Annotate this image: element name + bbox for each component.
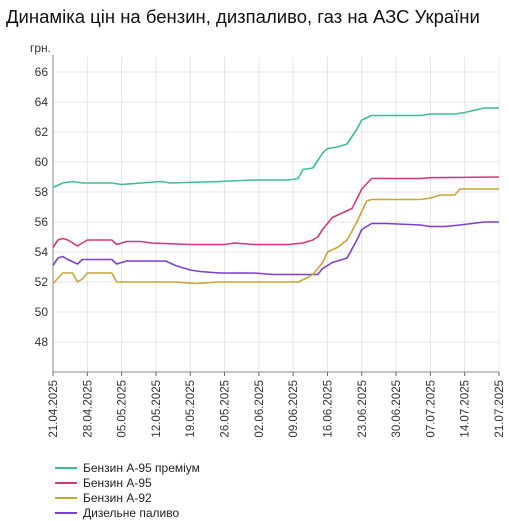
series-line-a95-premium — [52, 107, 499, 189]
x-tick-label: 21.04.2025 — [48, 380, 60, 438]
y-tick-label: 52 — [35, 275, 49, 289]
legend-swatch — [55, 466, 77, 469]
legend-swatch — [55, 481, 77, 484]
y-tick-label: 66 — [35, 65, 49, 79]
y-tick-label: 56 — [35, 215, 49, 229]
y-tick-label: 48 — [35, 335, 49, 349]
legend-item: Дизельне паливо — [55, 505, 200, 520]
x-tick-label: 16.06.2025 — [322, 380, 334, 438]
x-tick-label: 19.05.2025 — [185, 380, 197, 438]
y-tick-label: 62 — [35, 125, 49, 139]
y-axis-unit-label: грн. — [30, 41, 52, 55]
x-tick-label: 14.07.2025 — [460, 380, 472, 438]
chart-title: Динаміка цін на бензин, дизпаливо, газ н… — [6, 6, 480, 27]
x-tick-label: 30.06.2025 — [391, 380, 403, 438]
line-chart: 48 50 52 54 56 58 60 62 64 66 21.04.2025 28.04.2025… — [35, 55, 506, 438]
y-tick-label: 60 — [35, 155, 49, 169]
x-tick-label: 05.05.2025 — [117, 380, 129, 438]
legend-item: Бензин А-95 преміум — [55, 460, 200, 475]
legend-label: Дизельне паливо — [83, 505, 180, 520]
legend-label: Бензин А-95 преміум — [83, 460, 200, 475]
legend-label: Бензин А-92 — [83, 490, 152, 505]
chart-legend: Бензин А-95 преміум Бензин А-95 Бензин А-9… — [55, 460, 200, 520]
y-tick-label: 54 — [35, 245, 49, 259]
x-tick-label: 26.05.2025 — [220, 380, 232, 438]
x-tick-label: 21.07.2025 — [494, 380, 506, 438]
x-tick-label: 09.06.2025 — [288, 380, 300, 438]
x-tick-label: 07.07.2025 — [425, 380, 437, 438]
series-line-diesel — [52, 221, 499, 276]
legend-swatch — [55, 496, 77, 499]
x-tick-label: 12.05.2025 — [151, 380, 163, 438]
y-tick-label: 58 — [35, 185, 49, 199]
x-tick-label: 23.06.2025 — [357, 380, 369, 438]
y-tick-label: 50 — [35, 305, 49, 319]
y-tick-label: 64 — [35, 95, 49, 109]
x-tick-label: 28.04.2025 — [82, 380, 94, 438]
x-tick-label: 02.06.2025 — [254, 380, 266, 438]
series-line-a92 — [52, 188, 499, 285]
series-line-a95 — [52, 176, 500, 248]
legend-item: Бензин А-95 — [55, 475, 200, 490]
legend-label: Бензин А-95 — [83, 475, 152, 490]
legend-swatch — [55, 511, 77, 514]
legend-item: Бензин А-92 — [55, 490, 200, 505]
